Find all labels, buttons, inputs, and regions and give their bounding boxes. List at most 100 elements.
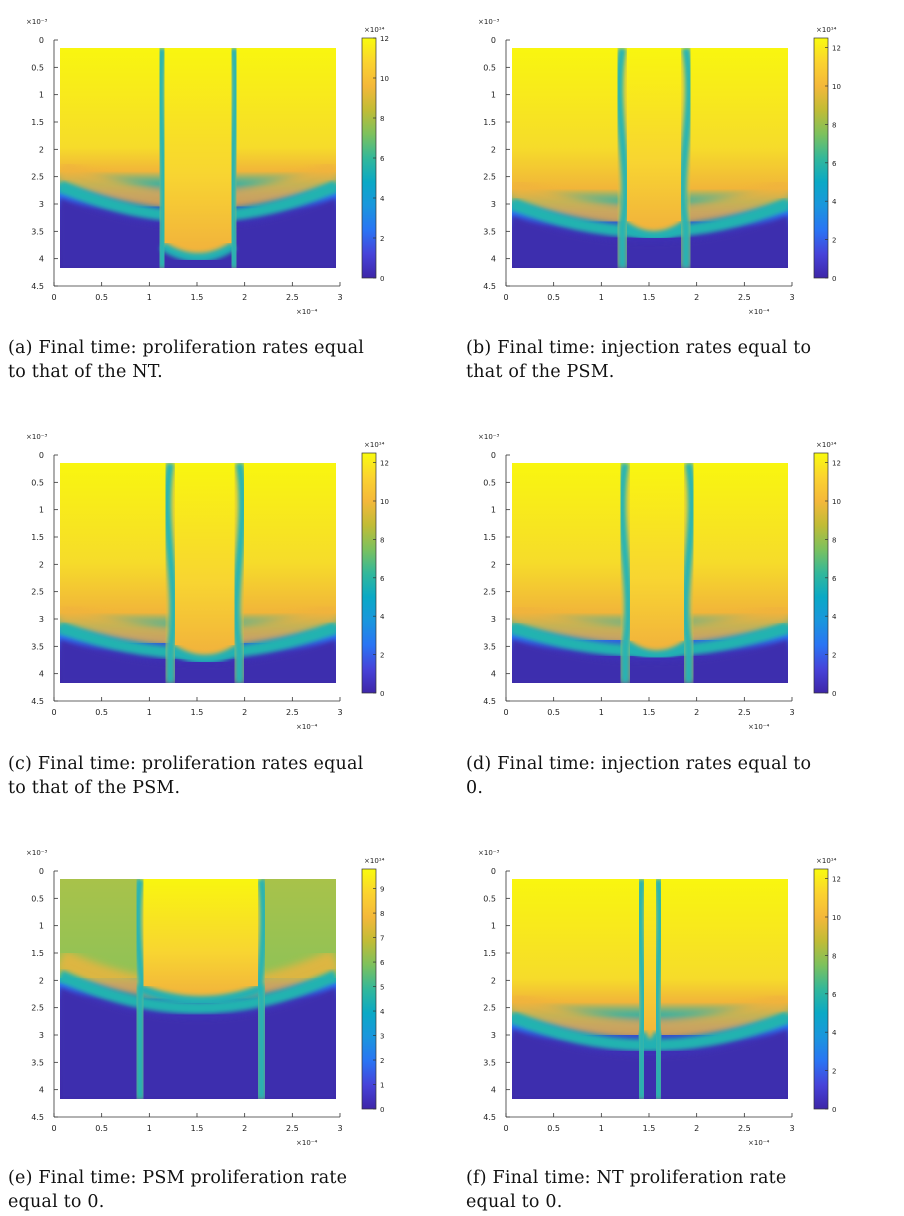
y-axis-multiplier: ×10⁻³ (478, 18, 499, 26)
colorbar-tick-label: 2 (832, 652, 836, 660)
colorbar-tick-label: 0 (832, 690, 836, 698)
caption-c: (c) Final time: proliferation rates equa… (8, 752, 440, 800)
x-tick-label: 3 (789, 708, 794, 717)
x-tick-label: 2 (242, 708, 247, 717)
colorbar: 0 2 4 6 8 10 12 ×10¹⁴ (361, 441, 389, 698)
x-tick-label: 3 (337, 293, 342, 302)
x-tick-label: 2.5 (286, 293, 299, 302)
colorbar: 0 2 4 6 8 10 12 ×10¹⁴ (813, 441, 841, 698)
y-tick-label: 2 (491, 976, 496, 985)
y-tick-label: 3 (491, 615, 496, 624)
channel-line (232, 463, 247, 683)
figure-panel-a: 0 0.5 1 1.5 2 2.5 3 3.5 4 4.5 ×10⁻³ 0 0.5 1 1.5 2 2.5 3 ×1… (0, 8, 452, 338)
y-tick-label: 0.5 (31, 478, 44, 487)
caption-b: (b) Final time: injection rates equal to… (466, 336, 898, 384)
y-tick-label: 1 (491, 506, 496, 515)
y-tick-label: 1.5 (483, 118, 496, 127)
colorbar-multiplier: ×10¹⁴ (816, 857, 837, 865)
caption-a: (a) Final time: proliferation rates equa… (8, 336, 440, 384)
caption-f: (f) Final time: NT proliferation rate eq… (466, 1166, 898, 1214)
channel-line (255, 879, 268, 1099)
colorbar-gradient (813, 452, 829, 694)
y-tick-label: 3.5 (31, 227, 44, 236)
front-low-region (512, 639, 788, 683)
x-tick-label: 0.5 (95, 293, 108, 302)
colorbar-tick-label: 12 (832, 45, 841, 53)
y-tick-label: 3 (39, 200, 44, 209)
colorbar-tick-label: 8 (380, 115, 384, 123)
y-tick-label: 0 (39, 36, 44, 45)
x-tick-label: 1.5 (643, 708, 656, 717)
heatmap-field (512, 879, 788, 1099)
y-tick-label: 2 (39, 560, 44, 569)
x-tick-label: 2.5 (738, 708, 751, 717)
colorbar-tick-label: 2 (380, 235, 384, 243)
front-low-region (512, 216, 788, 268)
channel-pocket (622, 48, 686, 236)
heatmap-field (60, 463, 336, 683)
y-tick-label: 3 (39, 1031, 44, 1040)
heatmap-plot-f: 0 0.5 1 1.5 2 2.5 3 3.5 4 4.5 ×10⁻³ 0 0.5 1 1.5 2 2.5 3 ×1… (478, 849, 841, 1147)
y-tick-label: 4 (491, 255, 496, 264)
x-tick-label: 0 (51, 708, 56, 717)
x-tick-label: 0 (51, 293, 56, 302)
x-tick-label: 0.5 (547, 1124, 560, 1133)
heatmap-plot-d: 0 0.5 1 1.5 2 2.5 3 3.5 4 4.5 ×10⁻³ 0 0.5 1 1.5 2 2.5 3 ×1… (478, 433, 841, 731)
y-tick-label: 3.5 (31, 642, 44, 651)
x-tick-label: 0.5 (547, 708, 560, 717)
caption-a-line-1: (a) Final time: proliferation rates equa… (8, 338, 365, 358)
colorbar-gradient (361, 452, 377, 694)
heatmap-field (512, 48, 788, 268)
caption-d-line-1: (d) Final time: injection rates equal to (466, 754, 812, 774)
y-tick-label: 2.5 (483, 588, 496, 597)
heatmap-top-margin (512, 40, 788, 48)
caption-c-line-2: to that of the PSM. (8, 778, 181, 798)
channel-line (652, 879, 664, 1099)
heatmap-top-margin (60, 455, 336, 463)
colorbar-tick-label: 6 (832, 160, 837, 168)
colorbar: 0 1 2 3 4 5 6 7 8 9 ×10¹⁴ (361, 857, 385, 1114)
colorbar-tick-label: 0 (832, 1106, 836, 1114)
colorbar-gradient (813, 868, 829, 1110)
channel-line (617, 463, 633, 683)
figure-panel-e: 0 0.5 1 1.5 2 2.5 3 3.5 4 4.5 ×10⁻³ 0 0.5 1 1.5 2 2.5 3 ×1… (0, 839, 452, 1169)
y-tick-label: 4.5 (483, 1113, 496, 1122)
x-tick-label: 0.5 (95, 1124, 108, 1133)
axes: 0 0.5 1 1.5 2 2.5 3 3.5 4 4.5 ×10⁻³ 0 0.5 1 1.5 2 2.5 3 ×1… (478, 849, 795, 1147)
caption-b-line-2: that of the PSM. (466, 362, 615, 382)
caption-f-line-2: equal to 0. (466, 1192, 563, 1212)
x-axis-multiplier: ×10⁻⁴ (748, 308, 769, 316)
y-tick-label: 1 (39, 922, 44, 931)
colorbar-tick-label: 3 (380, 1033, 384, 1041)
x-tick-label: 1 (147, 293, 152, 302)
y-tick-label: 2 (39, 976, 44, 985)
y-tick-label: 1 (491, 91, 496, 100)
x-tick-label: 1 (599, 293, 604, 302)
x-tick-label: 2 (694, 1124, 699, 1133)
x-tick-label: 0 (503, 293, 508, 302)
y-axis-multiplier: ×10⁻³ (26, 18, 47, 26)
channel-pocket (625, 463, 689, 655)
x-axis-multiplier: ×10⁻⁴ (296, 723, 317, 731)
x-axis-multiplier: ×10⁻⁴ (296, 308, 317, 316)
heatmap-plot-b: 0 0.5 1 1.5 2 2.5 3 3.5 4 4.5 ×10⁻³ 0 0.5 1 1.5 2 2.5 3 ×1… (478, 18, 841, 316)
colorbar-tick-label: 8 (832, 536, 836, 544)
y-tick-label: 3.5 (31, 1058, 44, 1067)
colorbar-tick-label: 10 (380, 75, 389, 83)
x-tick-label: 2 (242, 1124, 247, 1133)
x-tick-label: 3 (789, 1124, 794, 1133)
y-tick-label: 0 (39, 451, 44, 460)
channel-pocket (170, 463, 240, 660)
y-tick-label: 1 (39, 91, 44, 100)
colorbar-tick-label: 0 (832, 275, 836, 283)
y-tick-label: 1 (491, 922, 496, 931)
colorbar-multiplier: ×10¹⁴ (816, 26, 837, 34)
colorbar-tick-label: 6 (832, 575, 837, 583)
heatmap-plot-a: 0 0.5 1 1.5 2 2.5 3 3.5 4 4.5 ×10⁻³ 0 0.5 1 1.5 2 2.5 3 ×1… (26, 18, 389, 316)
y-tick-label: 4.5 (31, 697, 44, 706)
heatmap-top-margin (60, 871, 336, 879)
y-tick-label: 3.5 (483, 1058, 496, 1067)
y-tick-label: 1.5 (31, 949, 44, 958)
colorbar-tick-label: 10 (380, 498, 389, 506)
colorbar-gradient (361, 868, 377, 1110)
